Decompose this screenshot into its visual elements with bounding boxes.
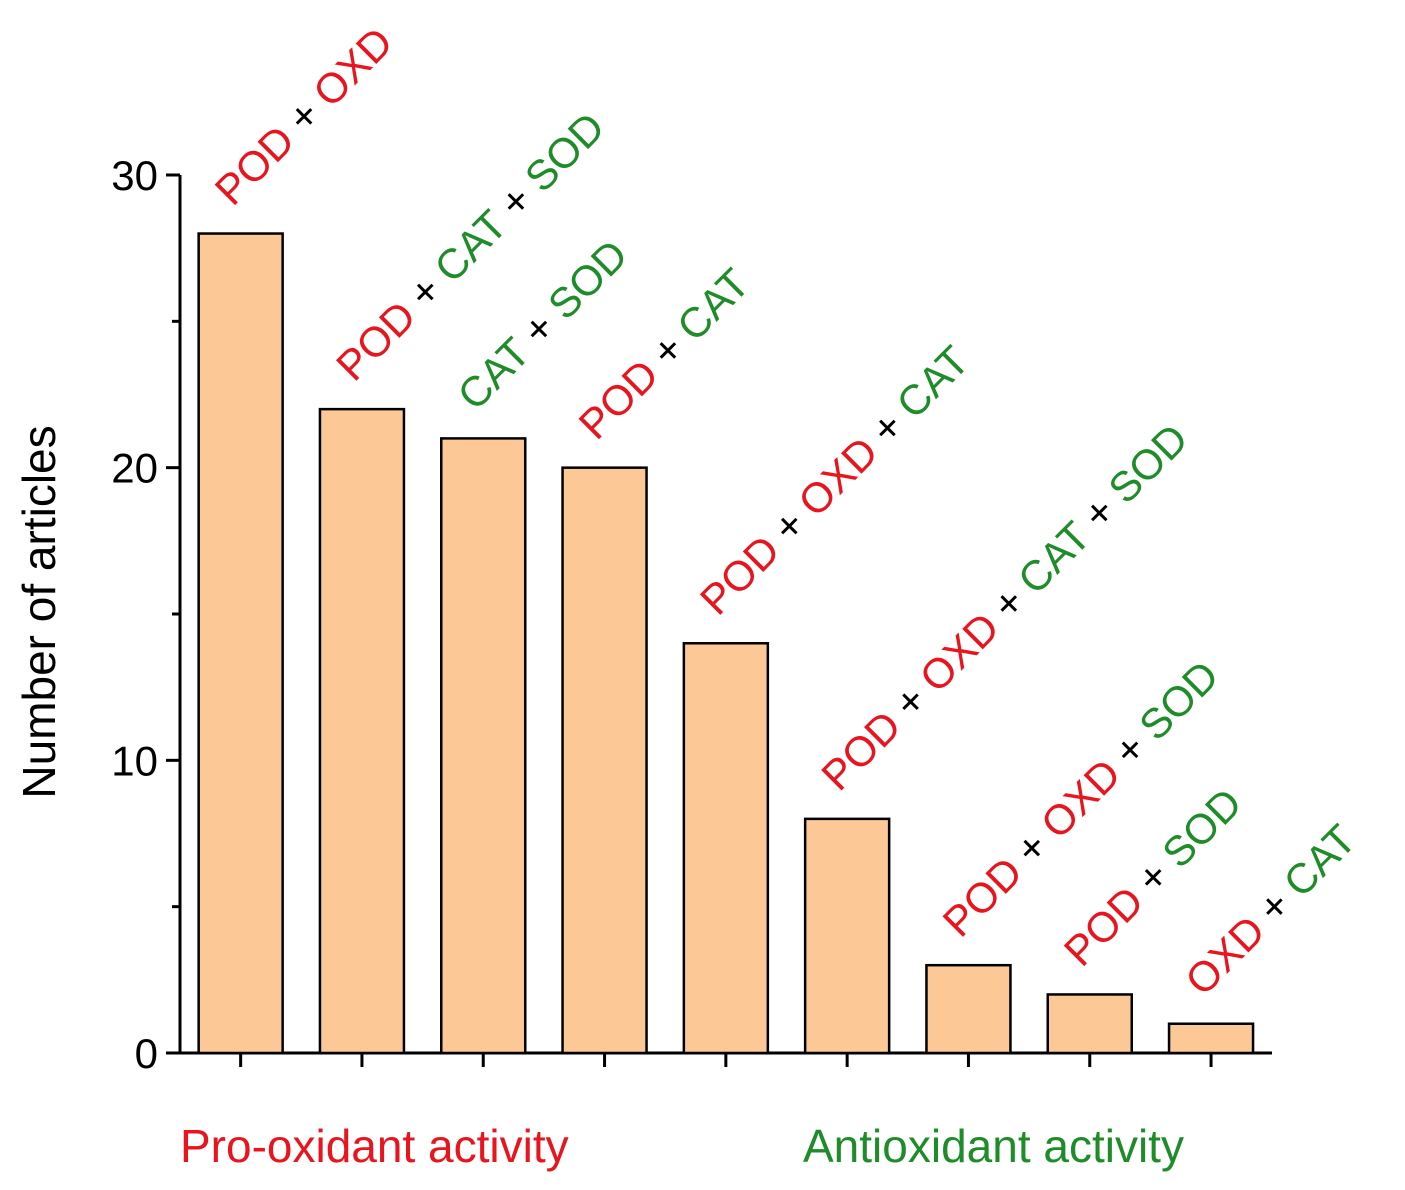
y-axis: 0 10 20 30	[111, 152, 182, 1077]
bar-label-2: POD + CAT + SOD	[327, 103, 613, 389]
bar-5	[682, 642, 770, 1055]
x-axis	[180, 1051, 1272, 1067]
bar-label-5: POD + OXD + CAT	[691, 337, 978, 624]
antioxidant-activity-label: Antioxidant activity	[803, 1120, 1184, 1172]
bar-7	[925, 963, 1012, 1055]
bar-9	[1167, 1022, 1255, 1055]
bar-1	[197, 232, 284, 1055]
bar-label-1: POD + OXD	[206, 18, 402, 214]
bar-3	[440, 437, 527, 1055]
pro-oxidant-activity-label: Pro-oxidant activity	[180, 1120, 569, 1172]
bar-label-7: POD + OXD + SOD	[934, 652, 1228, 946]
y-axis-title: Number of articles	[13, 425, 65, 798]
y-tick-label: 10	[111, 737, 158, 784]
bar-8	[1046, 993, 1133, 1055]
bars	[197, 232, 1255, 1055]
y-tick-label: 0	[135, 1030, 158, 1077]
y-tick-label: 20	[111, 445, 158, 492]
bar-2	[318, 407, 406, 1055]
y-tick-label: 30	[111, 152, 158, 199]
bar-6	[803, 817, 891, 1055]
bar-4	[561, 466, 648, 1055]
